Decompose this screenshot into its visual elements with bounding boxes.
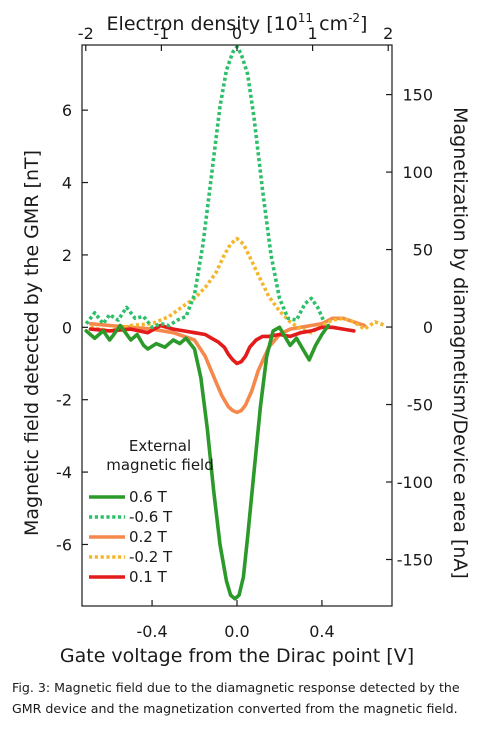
chart: -0.4 0.0 0.4 -2 -1 0 1 2 -6 -4 -2 0 2 4 6 -150 -100 -50 0 5… <box>21 11 471 667</box>
y-tick-label: 2 <box>62 246 72 265</box>
y-right-tick-label: -50 <box>407 396 433 415</box>
series-layer <box>84 45 387 601</box>
x-tick-label: -0.4 <box>136 622 167 641</box>
y-right-tick-label: 150 <box>402 86 433 105</box>
x-top-tick-label: 1 <box>308 24 318 43</box>
x-top-axis-title-mid: cm <box>313 13 348 35</box>
x-top-tick-label: -1 <box>153 24 169 43</box>
x-tick-label: 0.4 <box>309 622 334 641</box>
x-top-tick-label: 0 <box>232 24 242 43</box>
legend-label: 0.2 T <box>129 528 168 546</box>
legend-label: 0.1 T <box>129 568 168 586</box>
x-top-axis-title-exp1: 11 <box>298 11 313 25</box>
series-line-0p2T <box>88 316 367 415</box>
y-axis-title: Magnetic field detected by the GMR [nT] <box>21 150 43 536</box>
y-tick-label: -4 <box>56 463 72 482</box>
y-right-tick-label: -100 <box>397 473 433 492</box>
series-line--0p2T <box>90 236 387 335</box>
y-tick-label: -6 <box>56 535 72 554</box>
legend-title-line1: External <box>129 437 191 455</box>
x-top-axis-title-base: Electron density [10 <box>107 13 298 35</box>
y-right-tick-label: 100 <box>402 163 433 182</box>
y-right-tick-label: 50 <box>413 241 433 260</box>
series-line--0p6T <box>84 45 326 330</box>
x-top-axis-title-exp2: -2 <box>348 11 360 25</box>
axes-layer: -0.4 0.0 0.4 -2 -1 0 1 2 -6 -4 -2 0 2 4 6 -150 -100 -50 0 5… <box>56 24 433 641</box>
x-tick-label: 0.0 <box>224 622 249 641</box>
y-tick-label: 0 <box>62 318 72 337</box>
x-top-tick-label: 2 <box>383 24 393 43</box>
legend-title-line2: magnetic field <box>106 456 214 474</box>
x-top-axis-title: Electron density [1011 cm-2] <box>107 11 368 35</box>
legend-label: -0.6 T <box>129 508 173 526</box>
x-top-tick-label: -2 <box>78 24 94 43</box>
figure-caption: Fig. 3: Magnetic field due to the diamag… <box>12 680 460 716</box>
y-right-tick-label: -150 <box>397 551 433 570</box>
x-axis-title: Gate voltage from the Dirac point [V] <box>60 645 414 667</box>
y-tick-label: -2 <box>56 391 72 410</box>
series-line-0p6T <box>84 323 331 601</box>
y-right-tick-label: 0 <box>423 318 433 337</box>
y-tick-label: 4 <box>62 174 72 193</box>
series-line-0p1T <box>88 323 356 366</box>
legend-label: -0.2 T <box>129 548 173 566</box>
y-tick-label: 6 <box>62 101 72 120</box>
y-right-axis-title: Magnetization by diamagnetism/Device are… <box>449 107 471 579</box>
legend-label: 0.6 T <box>129 488 168 506</box>
x-top-axis-title-end: ] <box>360 13 367 35</box>
